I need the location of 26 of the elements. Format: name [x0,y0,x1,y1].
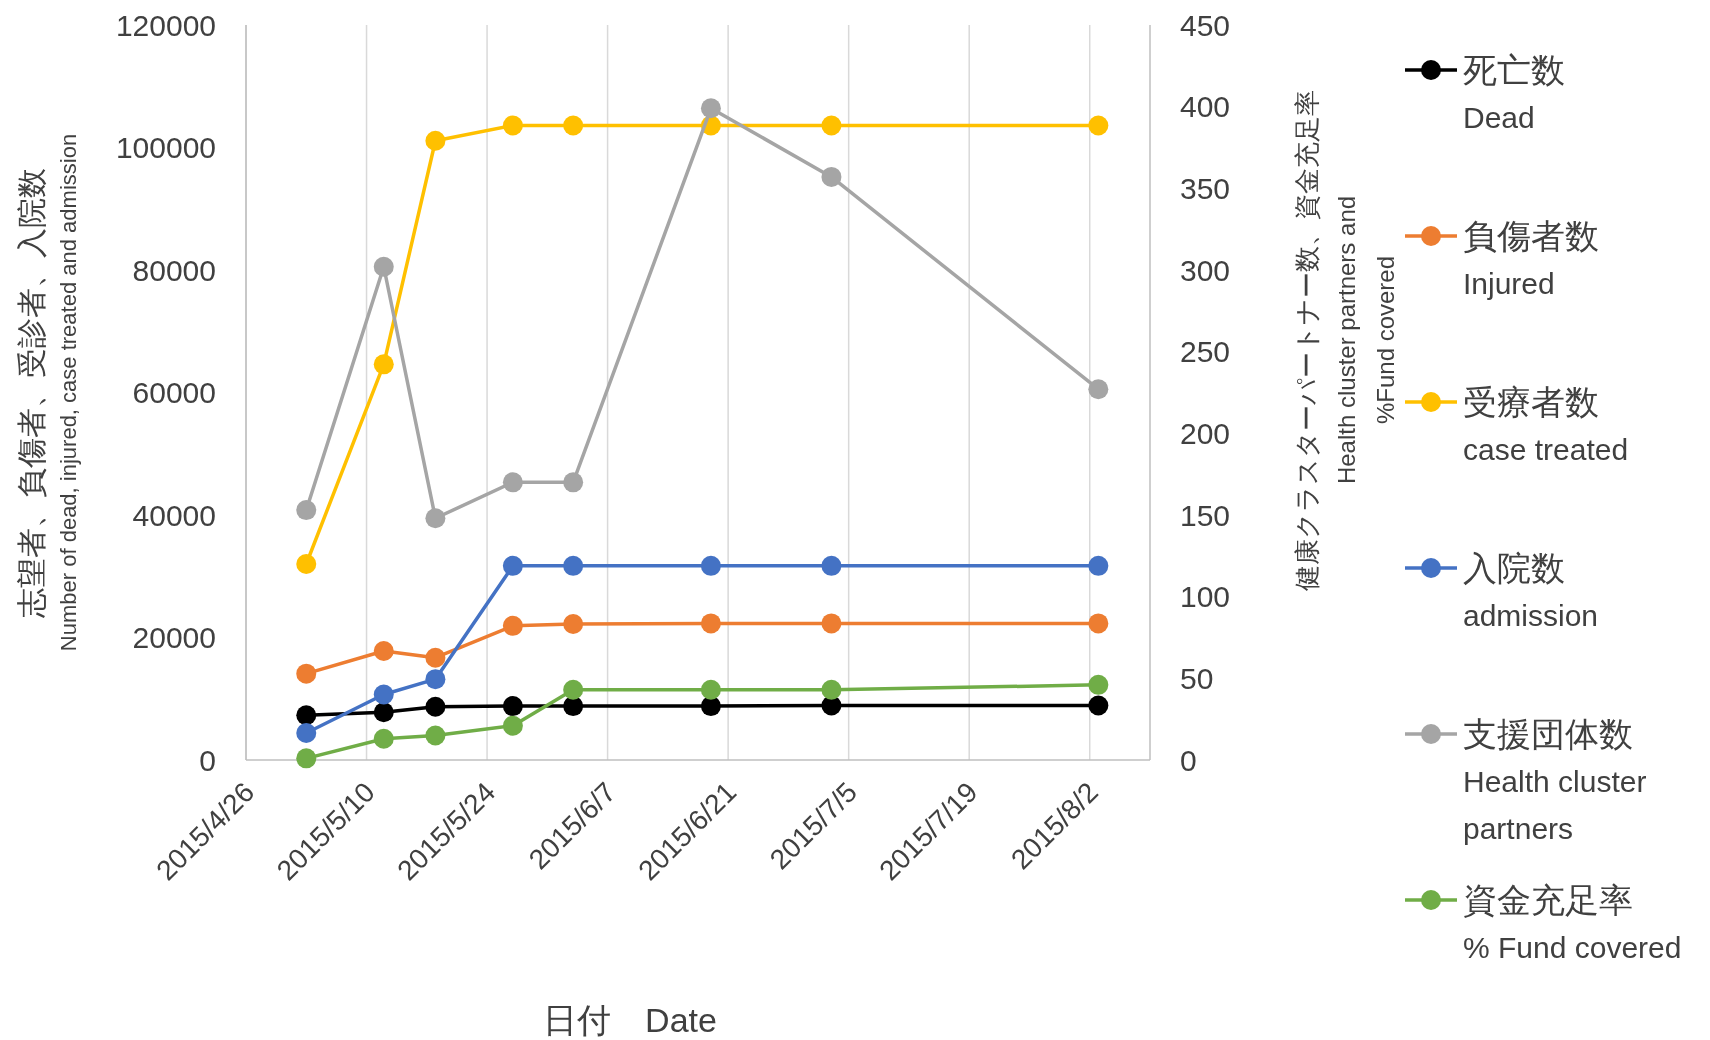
y2-tick-label: 50 [1180,661,1214,695]
y-tick-label: 20000 [132,621,216,654]
legend-label: 受療者数 case treated [1463,383,1629,466]
legend-label: 資金充足率 % Fund covered [1463,881,1682,964]
y-tick-label: 100000 [115,131,216,164]
legend-label: 死亡数 Dead [1463,51,1565,134]
y-tick-label: 60000 [132,376,216,409]
y2-tick-label: 300 [1180,253,1231,287]
y2-tick-label: 450 [1180,8,1231,42]
y2-tick-label: 0 [1180,743,1197,777]
legend-label: 負傷者数 Injured [1463,217,1599,300]
y2-tick-label: 100 [1180,580,1231,614]
y-axis-title: 志望者、負傷者、受診者、入院数 Number of dead, injured, case treated and admission [15,133,81,652]
y2-tick-label: 250 [1180,335,1231,369]
y-tick-label: 80000 [132,253,216,287]
y2-tick-label: 200 [1180,416,1231,450]
y2-axis-title: 健康クラスターパートナー数、資金充足率 Health cluster partners and %Fund covered [1292,89,1399,591]
y-tick-label: 120000 [115,8,216,42]
y2-tick-label: 400 [1180,90,1231,124]
legend-label: 入院数 admission [1463,549,1599,632]
x-axis-title: 日付 Date [543,1001,717,1039]
y2-tick-label: 350 [1180,171,1231,205]
y-tick-label: 40000 [132,498,216,532]
legend-label: 支援団体数 Health cluster partners [1463,715,1647,845]
y-tick-label: 0 [199,743,216,777]
y2-tick-label: 150 [1180,498,1231,532]
